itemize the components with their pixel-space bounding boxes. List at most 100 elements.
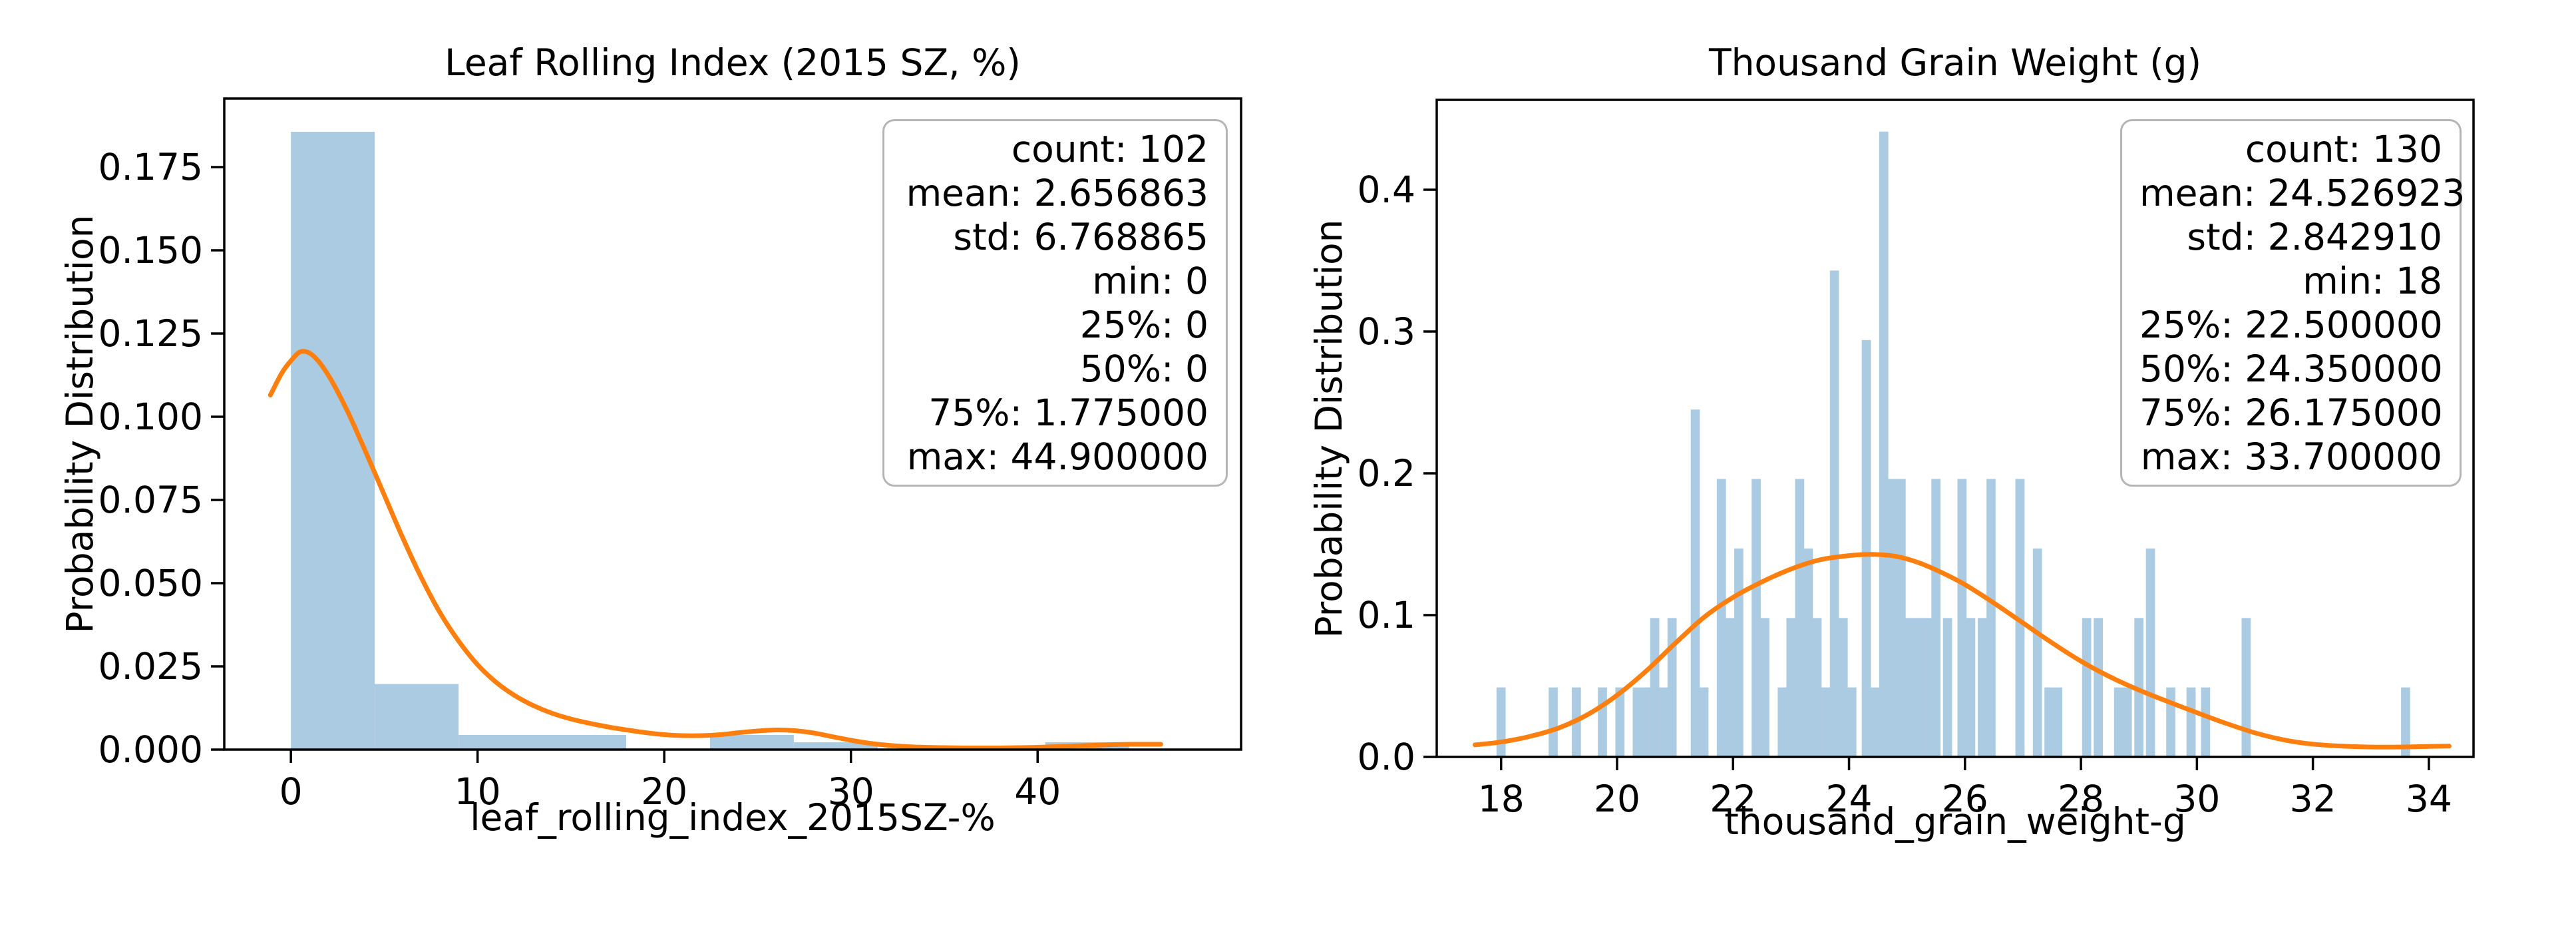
y-tick-label: 0.025 xyxy=(98,645,203,688)
x-tick-label: 28 xyxy=(2058,778,2104,820)
histogram-bar xyxy=(1699,687,1709,757)
histogram-bar xyxy=(1923,618,1932,757)
histogram-bar xyxy=(1931,479,1940,757)
histogram-bar xyxy=(1905,618,1915,757)
histogram-bar xyxy=(1795,479,1805,757)
x-tick-label: 22 xyxy=(1710,778,1756,820)
y-tick-label: 0.2 xyxy=(1358,452,1415,495)
histogram-bar xyxy=(459,735,543,750)
histogram-bar xyxy=(1829,270,1839,757)
histogram-bar xyxy=(1803,548,1813,757)
plot-title: Leaf Rolling Index (2015 SZ, %) xyxy=(445,41,1021,84)
stat-std: std: 2.842910 xyxy=(2187,216,2442,258)
x-tick-label: 0 xyxy=(279,770,303,813)
histogram-bar xyxy=(1615,687,1625,757)
stat-std: std: 6.768865 xyxy=(953,216,1208,258)
histogram-bar xyxy=(1667,618,1677,757)
histogram-bar xyxy=(1812,618,1822,757)
y-tick-label: 0.000 xyxy=(98,728,203,771)
histogram-bar xyxy=(2044,687,2054,757)
x-tick-label: 18 xyxy=(1478,778,1525,820)
y-tick-label: 0.1 xyxy=(1358,594,1415,636)
stat-max: max: 33.700000 xyxy=(2140,435,2442,478)
y-tick-label: 0.100 xyxy=(98,395,203,438)
histogram-bar xyxy=(1821,687,1831,757)
histogram-bar xyxy=(1879,131,1889,757)
y-tick-label: 0.050 xyxy=(98,562,203,604)
histogram-bar xyxy=(1690,409,1700,757)
y-axis-label: Probability Distribution xyxy=(59,214,101,634)
x-tick-label: 20 xyxy=(1594,778,1640,820)
y-tick-label: 0.3 xyxy=(1358,310,1415,353)
histogram-bar xyxy=(2166,687,2175,757)
stat-p50: 50%: 0 xyxy=(1079,348,1208,390)
histogram-bar xyxy=(2241,618,2251,757)
stat-p25: 25%: 22.500000 xyxy=(2139,304,2443,346)
x-tick-label: 32 xyxy=(2290,778,2336,820)
histogram-bar xyxy=(2082,618,2092,757)
stat-count: count: 130 xyxy=(2245,128,2442,170)
histogram-bar xyxy=(1957,479,1967,757)
x-tick-label: 24 xyxy=(1826,778,1873,820)
histogram-bar xyxy=(1725,618,1735,757)
x-tick-label: 30 xyxy=(828,770,874,813)
histogram-bar xyxy=(2122,687,2132,757)
histogram-bar xyxy=(1598,687,1607,757)
axes-spines xyxy=(1435,99,2475,758)
kde-curve xyxy=(268,349,1163,751)
histogram-bar xyxy=(542,735,626,750)
histogram-bar xyxy=(2114,687,2123,757)
histogram-bar xyxy=(2053,687,2062,757)
kde-curve xyxy=(1473,552,2452,750)
histogram-bar xyxy=(1632,687,1642,757)
histogram-bar xyxy=(1838,618,1848,757)
histogram-bar xyxy=(375,684,459,750)
histogram-bar xyxy=(1887,479,1897,757)
histogram-bar xyxy=(1870,687,1880,757)
histogram-bar xyxy=(1966,618,1976,757)
histogram-bar xyxy=(1914,618,1923,757)
histogram-bar xyxy=(1897,479,1906,757)
histogram-bar xyxy=(1847,687,1857,757)
histogram-bar xyxy=(1751,479,1761,757)
stat-p75: 75%: 1.775000 xyxy=(928,391,1208,434)
histogram-bar xyxy=(1734,548,1744,757)
histogram-bar xyxy=(2032,548,2042,757)
stat-max: max: 44.900000 xyxy=(906,435,1208,478)
histogram-bar xyxy=(2094,618,2103,757)
x-tick-label: 30 xyxy=(2173,778,2220,820)
histogram-bar xyxy=(1978,618,1987,757)
histogram-bar xyxy=(2401,687,2410,757)
plot-title: Thousand Grain Weight (g) xyxy=(1708,41,2202,84)
y-tick-label: 0.175 xyxy=(98,146,203,188)
histogram-bar xyxy=(1641,687,1651,757)
histogram-bar xyxy=(2201,687,2211,757)
histogram-bar xyxy=(1549,687,1558,757)
histogram-bar xyxy=(1942,618,1952,757)
histogram-bar xyxy=(1861,340,1871,757)
histogram-bar xyxy=(1986,479,1996,757)
x-tick-label: 20 xyxy=(641,770,687,813)
x-axis-label: thousand_grain_weight-g xyxy=(1724,800,2186,843)
axes-spines xyxy=(223,97,1242,751)
y-tick-label: 0.0 xyxy=(1358,736,1415,778)
stat-mean: mean: 2.656863 xyxy=(906,172,1208,214)
x-tick-label: 10 xyxy=(455,770,501,813)
stats-box: count: 102 mean: 2.656863 std: 6.768865 … xyxy=(882,119,1228,487)
y-axis-label: Probability Distribution xyxy=(1308,219,1350,638)
stats-box: count: 130 mean: 24.526923 std: 2.842910… xyxy=(2120,119,2466,487)
x-tick-label: 26 xyxy=(1942,778,1988,820)
stat-mean: mean: 24.526923 xyxy=(2139,172,2466,214)
x-axis-label: leaf_rolling_index_2015SZ-% xyxy=(470,796,996,839)
y-tick-label: 0.125 xyxy=(98,312,203,355)
stat-p75: 75%: 26.175000 xyxy=(2139,391,2443,434)
x-tick-label: 40 xyxy=(1014,770,1061,813)
stat-min: min: 18 xyxy=(2302,260,2442,302)
histogram-bar xyxy=(2134,618,2143,757)
histogram-bar xyxy=(2015,479,2025,757)
y-tick-label: 0.4 xyxy=(1358,168,1415,211)
histogram-bar xyxy=(1777,687,1787,757)
x-tick-label: 34 xyxy=(2406,778,2452,820)
stat-p50: 50%: 24.350000 xyxy=(2139,348,2443,390)
